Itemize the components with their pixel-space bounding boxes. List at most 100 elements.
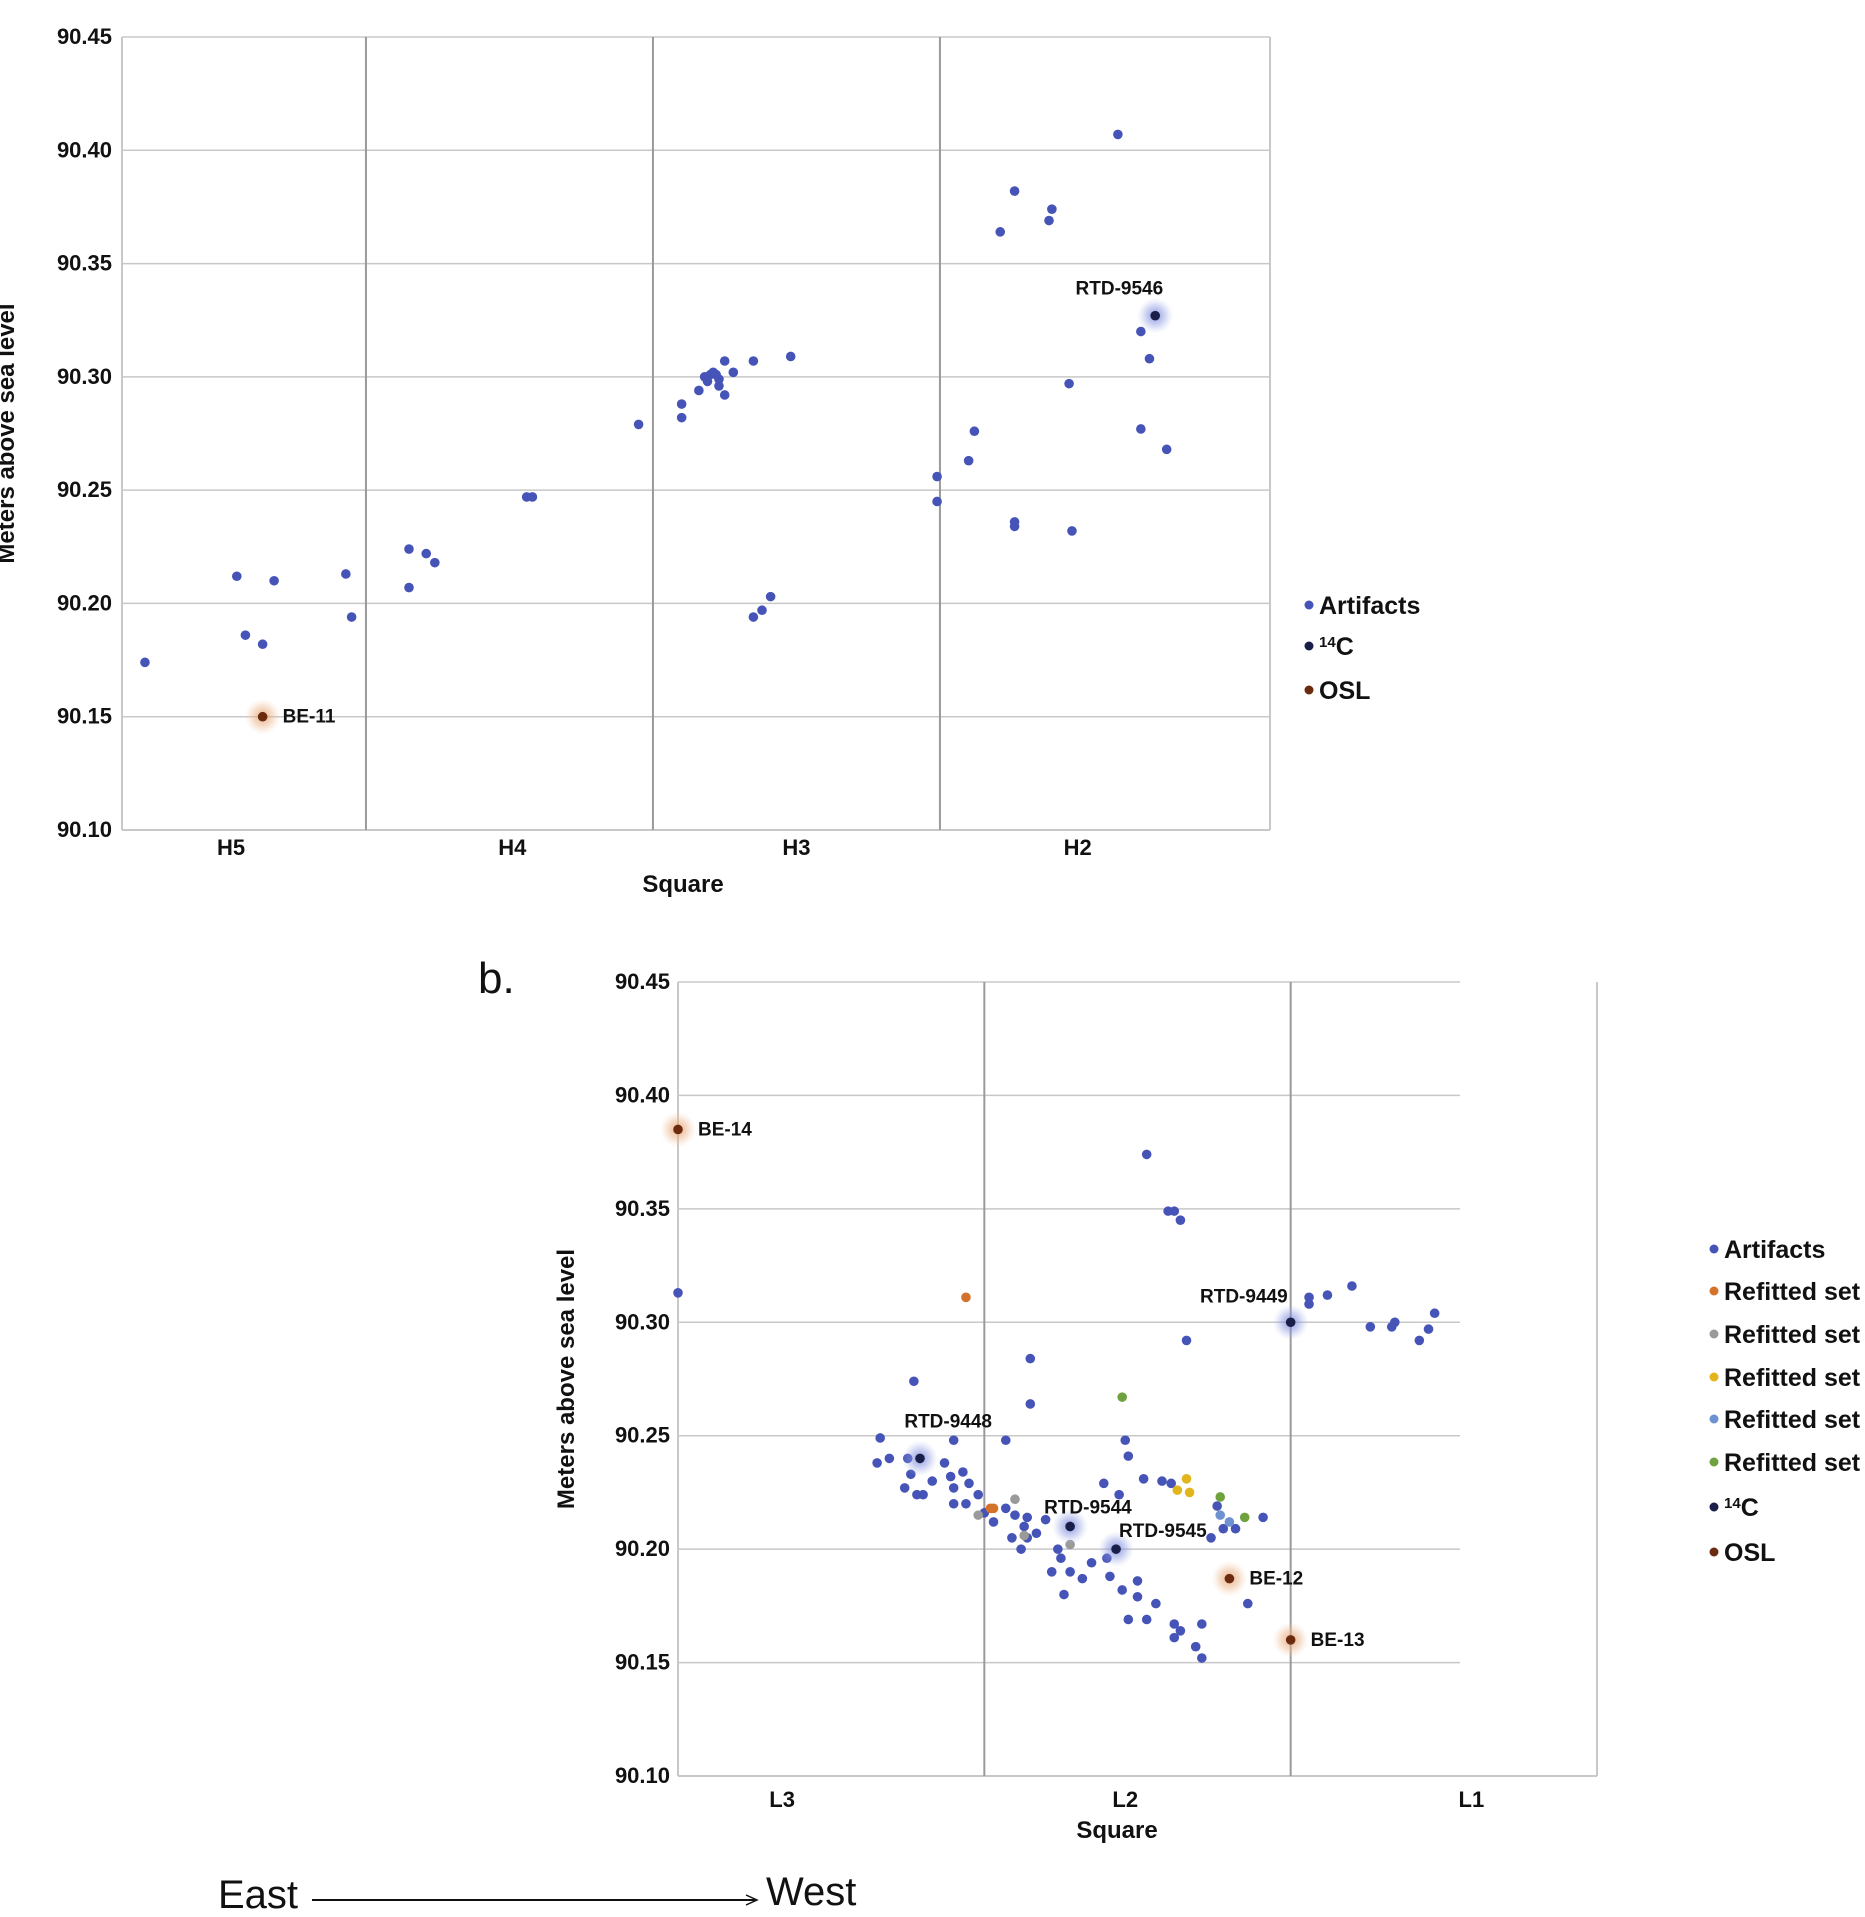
y-tick-label: 90.45 [615, 969, 670, 994]
legend-marker [1709, 1244, 1719, 1254]
artifact-point [1132, 1591, 1143, 1602]
artifact-point [1105, 1571, 1115, 1582]
y-tick-label: 90.40 [57, 137, 112, 162]
legend-marker [1709, 1286, 1719, 1296]
artifact-point [1059, 1589, 1069, 1600]
artifact-point [702, 376, 713, 387]
artifact-point [1390, 1317, 1400, 1328]
legend-label: 14C [1319, 633, 1354, 661]
legend-label: Refitted set [1724, 1364, 1861, 1392]
artifact-point [346, 612, 357, 622]
artifact-point [1365, 1322, 1376, 1332]
refit-point [1239, 1512, 1250, 1523]
artifact-point [1123, 1614, 1134, 1625]
artifact-point [421, 548, 432, 559]
artifact-point [404, 544, 414, 554]
legend-marker [1304, 641, 1314, 651]
artifact-point [1000, 1503, 1011, 1514]
artifact-point [988, 1517, 999, 1527]
artifact-point [430, 557, 440, 568]
refit-point [988, 1503, 999, 1514]
legend-marker [1709, 1414, 1719, 1424]
artifact-point [694, 385, 704, 396]
refit-point [1010, 1494, 1020, 1505]
artifact-point [1141, 1614, 1152, 1625]
c14-point [1150, 310, 1160, 321]
legend-label: OSL [1724, 1539, 1775, 1567]
artifact-point [948, 1483, 959, 1493]
c14-point [915, 1453, 925, 1464]
point-annotation: RTD-9449 [1200, 1286, 1288, 1307]
y-tick-label: 90.10 [615, 1763, 670, 1788]
artifact-point [1414, 1335, 1425, 1346]
artifact-point [240, 630, 251, 640]
x-axis-title: Square [642, 871, 723, 898]
artifact-point [1007, 1533, 1017, 1543]
artifact-point [973, 1489, 984, 1500]
artifact-point [269, 575, 279, 586]
refit-point [1172, 1485, 1183, 1495]
artifact-point [1117, 1585, 1127, 1595]
point-annotation: BE-14 [698, 1119, 752, 1140]
artifact-point [1040, 1514, 1051, 1525]
point-annotation: RTD-9544 [1044, 1497, 1132, 1518]
artifact-point [785, 351, 796, 362]
y-axis-title: Meters above sea level [553, 1249, 580, 1509]
artifact-point [673, 1287, 683, 1298]
refit-point [1184, 1487, 1195, 1498]
osl-point [257, 711, 268, 722]
artifact-point [875, 1433, 885, 1443]
artifact-point [1322, 1290, 1333, 1300]
legend-label: 14C [1724, 1494, 1759, 1522]
artifact-point [257, 639, 268, 650]
y-tick-label: 90.15 [615, 1650, 670, 1675]
refit-point [1215, 1510, 1226, 1520]
artifact-point [676, 412, 687, 423]
artifact-point [1053, 1544, 1063, 1554]
artifact-point [1120, 1435, 1131, 1446]
artifact-point [963, 455, 974, 466]
y-tick-label: 90.15 [57, 704, 112, 729]
artifact-point [1190, 1641, 1201, 1652]
legend-marker [1709, 1329, 1719, 1339]
point-annotation: RTD-9545 [1119, 1521, 1207, 1542]
artifact-point [1000, 1435, 1011, 1446]
c14-point [1285, 1317, 1296, 1328]
artifact-point [1144, 353, 1155, 364]
y-tick-label: 90.25 [57, 477, 112, 502]
artifact-point [1230, 1523, 1241, 1534]
artifact-point [927, 1476, 938, 1486]
artifact-point [1022, 1512, 1033, 1523]
x-tick-label: H4 [498, 835, 527, 860]
west-label: West [766, 1870, 856, 1914]
artifact-point [948, 1435, 959, 1446]
artifact-point [714, 381, 724, 391]
artifact-point [527, 492, 538, 502]
artifact-point [969, 426, 980, 437]
artifact-point [1025, 1399, 1036, 1409]
y-tick-label: 90.10 [57, 817, 112, 842]
legend-marker [1304, 685, 1314, 695]
artifact-point [1056, 1553, 1066, 1564]
legend-marker [1304, 600, 1314, 610]
c14-point [1065, 1521, 1075, 1532]
artifact-point [1181, 1335, 1192, 1346]
artifact-point [1077, 1573, 1088, 1584]
artifact-point [676, 399, 687, 409]
legend-label: Artifacts [1319, 592, 1420, 620]
y-axis-title: Meters above sea level [0, 303, 20, 563]
artifact-point [748, 612, 759, 622]
panel-a: 90.45 90.40 90.35 90.30 90.25 90.20 90.15 90.10… [0, 24, 1420, 898]
artifact-point [1046, 1567, 1057, 1577]
y-tick-label: 90.40 [615, 1082, 670, 1107]
legend-label: Refitted set [1724, 1449, 1861, 1477]
artifact-point [1123, 1451, 1134, 1461]
artifact-point [1258, 1512, 1268, 1523]
artifact-point [1019, 1521, 1029, 1532]
artifact-point [1347, 1281, 1357, 1291]
osl-point [1224, 1573, 1235, 1584]
artifact-point [899, 1483, 910, 1493]
artifact-point [1304, 1299, 1314, 1309]
x-tick-label: L3 [769, 1787, 795, 1812]
